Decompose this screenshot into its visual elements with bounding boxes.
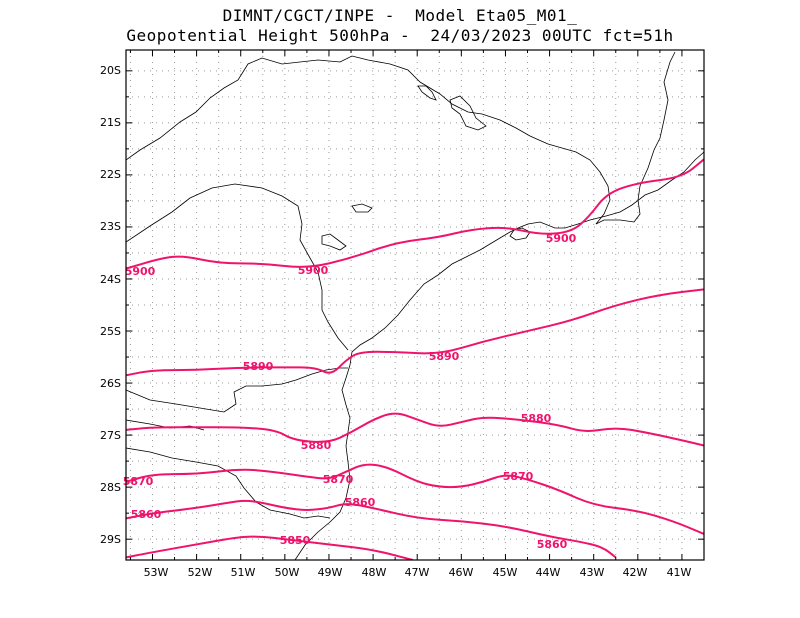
- state-border-sp-pr: [126, 183, 349, 351]
- contour-label-5870: 5870: [503, 470, 534, 483]
- lon-label: 42W: [623, 566, 648, 579]
- reservoir-2: [351, 203, 373, 213]
- contour-5900: [126, 158, 704, 270]
- contour-label-5860: 5860: [131, 508, 162, 521]
- contour-label-5850: 5850: [280, 534, 311, 547]
- contour-5880: [126, 412, 704, 447]
- lat-label: 24S: [100, 273, 121, 286]
- lat-label: 22S: [100, 168, 121, 181]
- state-border-mg-rj: [595, 51, 676, 225]
- lon-label: 46W: [449, 566, 474, 579]
- state-border-mg-sp: [126, 55, 611, 225]
- contour-label-5900: 5900: [546, 232, 577, 245]
- contour-label-5860: 5860: [345, 496, 376, 509]
- lat-label: 28S: [100, 481, 121, 494]
- contour-label-5890: 5890: [429, 350, 460, 363]
- height-contours: [126, 158, 704, 560]
- map-title-line2: Geopotential Height 500hPa - 24/03/2023 …: [126, 26, 674, 45]
- coastline-south: [294, 364, 351, 560]
- lon-label: 51W: [231, 566, 256, 579]
- contour-labels: 5900 5900 5900 5890 5890 5880 5880 5870 …: [123, 232, 577, 551]
- map-title-line1: DIMNT/CGCT/INPE - Model Eta05_M01_: [222, 6, 578, 25]
- contour-5890: [126, 288, 704, 377]
- reservoir-3: [321, 233, 347, 251]
- state-border-pr-sc: [126, 367, 348, 413]
- reservoir-4: [417, 85, 437, 101]
- lat-label: 25S: [100, 325, 121, 338]
- lat-label: 23S: [100, 220, 121, 233]
- lon-labels: 53W 52W 51W 50W 49W 48W 47W 46W 45W 44W …: [144, 566, 692, 579]
- lat-label: 29S: [100, 533, 121, 546]
- lon-label: 45W: [493, 566, 518, 579]
- contour-label-5900: 5900: [125, 265, 156, 278]
- contour-label-5890: 5890: [243, 360, 274, 373]
- lat-label: 27S: [100, 429, 121, 442]
- contour-label-5880: 5880: [301, 439, 332, 452]
- lat-label: 26S: [100, 377, 121, 390]
- contour-5870: [126, 463, 704, 535]
- contour-5850: [126, 535, 414, 560]
- lon-label: 41W: [667, 566, 692, 579]
- lon-label: 52W: [188, 566, 213, 579]
- state-border-sc-rs: [126, 447, 331, 519]
- coastline: [349, 151, 704, 366]
- contour-label-5870: 5870: [123, 475, 154, 488]
- reservoir: [449, 95, 487, 131]
- lon-label: 43W: [580, 566, 605, 579]
- contour-label-5870: 5870: [323, 473, 354, 486]
- lat-labels: 20S 21S 22S 23S 24S 25S 26S 27S 28S 29S: [100, 64, 121, 546]
- lon-label: 44W: [536, 566, 561, 579]
- contour-label-5900: 5900: [298, 264, 329, 277]
- lon-label: 50W: [275, 566, 300, 579]
- lon-label: 47W: [405, 566, 430, 579]
- lat-label: 20S: [100, 64, 121, 77]
- lon-label: 53W: [144, 566, 169, 579]
- lat-label: 21S: [100, 116, 121, 129]
- contour-label-5860: 5860: [537, 538, 568, 551]
- axis-ticks: [126, 50, 705, 560]
- lon-label: 49W: [318, 566, 343, 579]
- lon-label: 48W: [362, 566, 387, 579]
- contour-5860: [126, 499, 617, 559]
- contour-label-5880: 5880: [521, 412, 552, 425]
